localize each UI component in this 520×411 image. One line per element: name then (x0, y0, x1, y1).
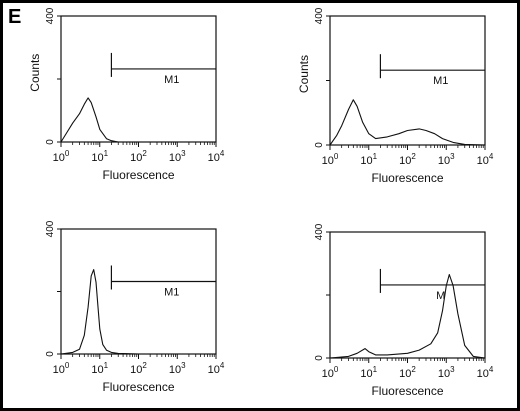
histogram-line (60, 269, 216, 355)
histogram-line (329, 273, 486, 359)
x-tick-label: 100 (322, 152, 339, 167)
panel-letter: E (8, 6, 22, 28)
histogram-line (60, 97, 216, 143)
plot-frame (329, 231, 486, 359)
marker-label: M1 (164, 74, 179, 86)
x-axis-label: Fluorescence (371, 384, 443, 398)
x-tick-label: 101 (91, 149, 108, 164)
x-axis-label: Fluorescence (371, 171, 443, 185)
x-axis-label: Fluorescence (102, 380, 174, 394)
x-tick-label: 102 (399, 365, 416, 380)
x-tick-label: 100 (53, 361, 70, 376)
x-tick-label: 102 (399, 152, 416, 167)
x-tick-label: 104 (208, 361, 225, 376)
x-tick-label: 104 (208, 149, 225, 164)
plot-frame (329, 15, 486, 146)
y-tick-label: 0 (314, 142, 325, 148)
x-tick-label: 103 (438, 365, 455, 380)
y-axis-label: Counts (297, 55, 311, 93)
x-tick-label: 101 (360, 365, 377, 380)
x-tick-label: 103 (169, 149, 186, 164)
x-tick-label: 102 (130, 361, 147, 376)
marker-label: M1 (164, 287, 179, 299)
x-tick-label: 102 (130, 149, 147, 164)
x-tick-label: 101 (91, 361, 108, 376)
figure: E 0 400 Counts 100 101 102 103 104 Fluorescence M… (3, 3, 517, 408)
y-tick-label: 400 (45, 220, 56, 237)
y-tick-label: 0 (45, 139, 56, 145)
y-tick-label: 400 (314, 7, 325, 24)
x-tick-label: 104 (477, 365, 494, 380)
x-tick-label: 103 (438, 152, 455, 167)
x-axis-label: Fluorescence (102, 168, 174, 182)
histogram-line (329, 99, 486, 146)
y-tick-label: 0 (45, 351, 56, 357)
x-tick-label: 100 (53, 149, 70, 164)
x-tick-label: 100 (322, 365, 339, 380)
x-tick-label: 101 (360, 152, 377, 167)
x-tick-label: 103 (169, 361, 186, 376)
y-tick-label: 0 (314, 355, 325, 361)
marker-label: M (436, 290, 445, 302)
x-tick-label: 104 (477, 152, 494, 167)
marker-label: M1 (433, 75, 448, 87)
y-tick-label: 400 (45, 7, 56, 24)
plot-frame (60, 15, 217, 143)
y-tick-label: 400 (314, 223, 325, 240)
y-axis-label: Counts (28, 54, 42, 92)
